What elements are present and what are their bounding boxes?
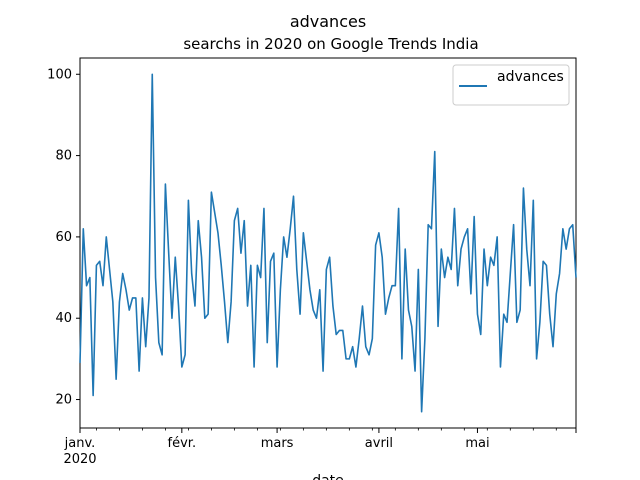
y-tick-label: 40	[55, 311, 72, 326]
chart-subtitle: searchs in 2020 on Google Trends India	[183, 35, 478, 53]
x-tick-label: févr.	[168, 436, 197, 451]
legend-box	[452, 64, 570, 106]
x-tick-sublabel: 2020	[63, 452, 96, 467]
plot-area	[79, 57, 577, 429]
x-tick-label: janv.	[64, 436, 96, 451]
y-tick-label: 20	[55, 393, 72, 408]
y-tick-label: 80	[55, 149, 72, 164]
y-axis: 20 40 60 80 100	[47, 67, 80, 408]
x-tick-label: avril	[365, 436, 393, 451]
legend: advances	[452, 64, 570, 106]
y-tick-label: 100	[47, 67, 72, 82]
plot-frame	[79, 57, 577, 429]
legend-label-advances: advances	[497, 69, 564, 85]
series-line-advances	[79, 73, 577, 413]
x-tick-label: mars	[261, 436, 294, 451]
x-axis-label: date	[312, 473, 344, 480]
series-layer	[79, 73, 577, 413]
chart-title: advances	[290, 12, 366, 31]
x-tick-label: mai	[465, 436, 489, 451]
x-axis: janv.2020 févr. mars avril mai	[63, 428, 577, 467]
y-tick-label: 60	[55, 230, 72, 245]
